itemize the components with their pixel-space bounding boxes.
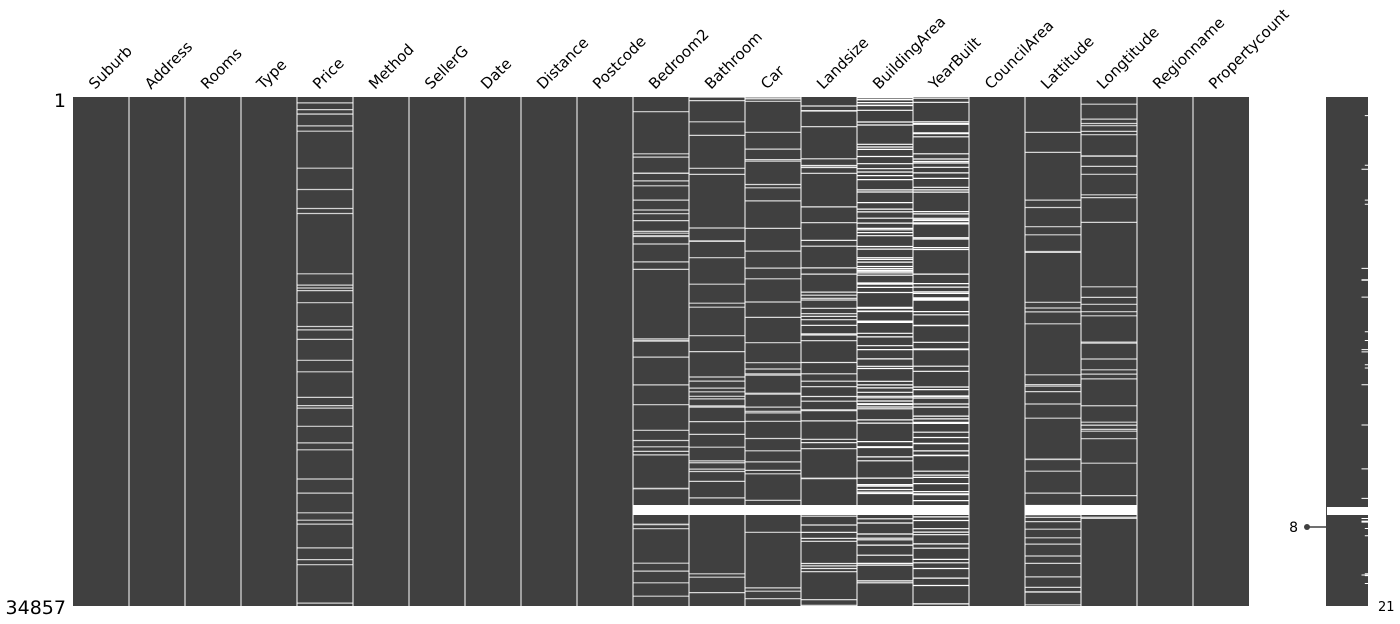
column-address (129, 97, 185, 606)
missing-band-bedroom2 (633, 505, 689, 515)
missing-values-bedroom2 (633, 111, 689, 597)
column-date (465, 97, 521, 606)
missing-values-buildingarea (857, 97, 913, 584)
column-type (241, 97, 297, 606)
column-label-address: Address (141, 38, 196, 93)
sparkline-min-marker (1304, 524, 1310, 530)
column-label-date: Date (477, 55, 515, 93)
column-label-landsize: Landsize (813, 34, 872, 93)
missing-values-yearbuilt (913, 97, 969, 605)
missing-values-longtitude (1081, 103, 1137, 519)
sparkline-area (1326, 97, 1368, 606)
column-postcode (577, 97, 633, 606)
column-price (297, 97, 353, 606)
column-car (745, 97, 801, 606)
column-label-postcode: Postcode (589, 32, 650, 93)
column-label-distance: Distance (533, 34, 592, 93)
column-label-method: Method (365, 40, 418, 93)
missing-band-bathroom (689, 505, 745, 515)
column-label-type: Type (252, 56, 290, 94)
missing-values-car (745, 97, 801, 600)
sparkline-min-band (1326, 507, 1368, 515)
missing-band-lattitude (1025, 505, 1081, 515)
sparkline-dips (1361, 115, 1368, 584)
column-method (353, 97, 409, 606)
missing-band-yearbuilt (913, 505, 969, 515)
column-sellerg (409, 97, 465, 606)
column-bedroom2 (633, 97, 689, 606)
column-label-price: Price (309, 54, 348, 93)
sparkline-max-label: 21 (1378, 600, 1395, 615)
column-distance (521, 97, 577, 606)
column-buildingarea (857, 97, 913, 606)
column-propertycount (1193, 97, 1249, 606)
missing-band-buildingarea (857, 505, 913, 515)
missing-band-car (745, 505, 801, 515)
column-label-yearbuilt: YearBuilt (924, 34, 984, 94)
column-label-car: Car (757, 61, 789, 93)
column-longtitude (1081, 97, 1137, 606)
column-rooms (185, 97, 241, 606)
column-suburb (73, 97, 129, 606)
row-label-bottom: 34857 (6, 597, 66, 619)
row-label-top: 1 (54, 90, 66, 112)
column-label-suburb: Suburb (85, 42, 136, 93)
missing-values-landsize (801, 105, 857, 606)
column-label-rooms: Rooms (197, 44, 246, 93)
column-landsize (801, 97, 857, 606)
missing-values-price (297, 102, 353, 604)
sparkline-min-label: 8 (1289, 520, 1298, 536)
column-label-lattitude: Lattitude (1037, 32, 1098, 93)
column-councilarea (969, 97, 1025, 606)
column-yearbuilt (913, 97, 969, 606)
column-regionname (1137, 97, 1193, 606)
missing-band-longtitude (1081, 505, 1137, 515)
missing-band-landsize (801, 505, 857, 515)
missing-values-lattitude (1025, 131, 1081, 606)
column-label-sellerg: SellerG (421, 42, 472, 93)
